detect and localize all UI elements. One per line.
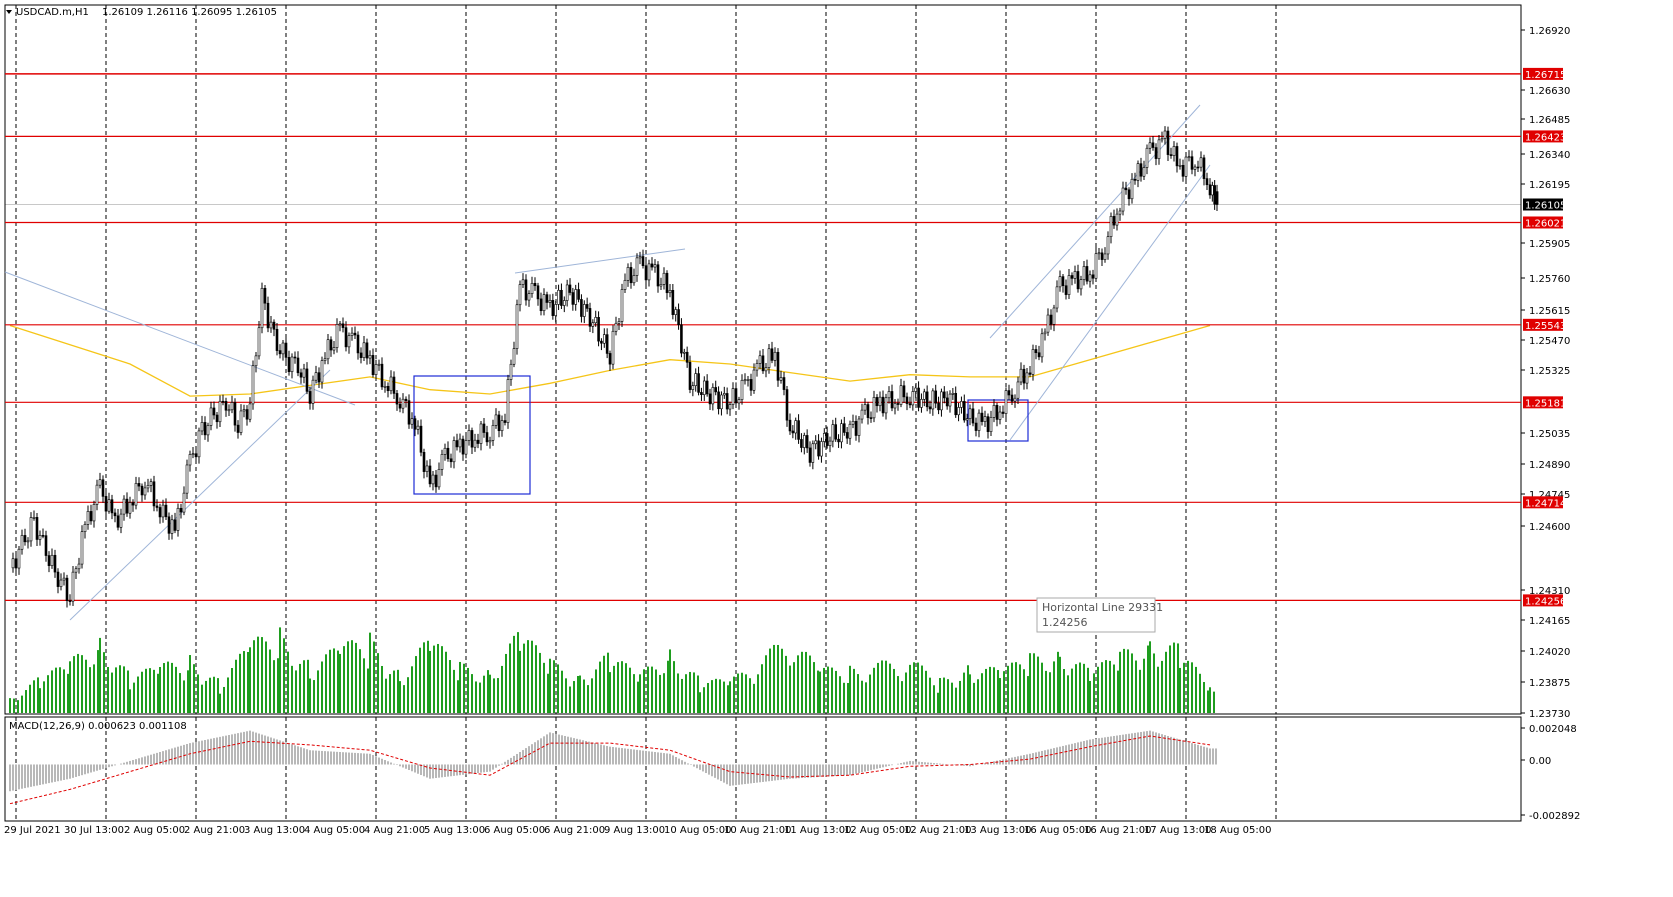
- tooltip-line-1: Horizontal Line 29331: [1042, 601, 1163, 614]
- macd-tick-label: 0.002048: [1529, 724, 1577, 735]
- time-tick-label: 17 Aug 13:00: [1144, 825, 1211, 836]
- price-tick-label: 1.24020: [1529, 647, 1570, 658]
- time-tick-label: 10 Aug 21:00: [724, 825, 791, 836]
- grid: [5, 5, 1521, 821]
- consolidation-box[interactable]: [967, 399, 1029, 442]
- time-tick-label: 13 Aug 13:00: [964, 825, 1031, 836]
- level-tag: 1.24714: [1525, 498, 1566, 509]
- price-tick-label: 1.24890: [1529, 460, 1570, 471]
- time-tick-label: 4 Aug 21:00: [364, 825, 425, 836]
- horizontal-levels[interactable]: [5, 73, 1521, 601]
- price-tick-label: 1.23875: [1529, 678, 1570, 689]
- price-tick-label: 1.25615: [1529, 306, 1570, 317]
- time-tick-label: 6 Aug 21:00: [544, 825, 605, 836]
- price-tick-label: 1.25325: [1529, 366, 1570, 377]
- price-tick-label: 1.25470: [1529, 336, 1570, 347]
- price-tick-label: 1.25035: [1529, 429, 1570, 440]
- macd-tick-label: 0.00: [1529, 756, 1551, 767]
- time-tick-label: 2 Aug 21:00: [184, 825, 245, 836]
- trend-lines[interactable]: [4, 104, 1211, 621]
- time-tick-label: 5 Aug 13:00: [424, 825, 485, 836]
- time-tick-label: 2 Aug 05:00: [124, 825, 185, 836]
- price-tick-label: 1.24600: [1529, 522, 1570, 533]
- price-tick-label: 1.24745: [1529, 490, 1570, 501]
- time-tick-label: 18 Aug 05:00: [1204, 825, 1271, 836]
- chart-frames: [4, 4, 1522, 822]
- chart-header: USDCAD.m,H1 1.26109 1.26116 1.26095 1.26…: [6, 7, 277, 18]
- candles: [11, 126, 1219, 608]
- price-tick-label: 1.26195: [1529, 180, 1570, 191]
- price-tick-label: 1.26485: [1529, 115, 1570, 126]
- level-tag: 1.25181: [1525, 398, 1566, 409]
- time-tick-label: 29 Jul 2021: [4, 825, 61, 836]
- current-price-tag: 1.26105: [1525, 200, 1566, 211]
- tooltip-line-2: 1.24256: [1042, 616, 1088, 629]
- price-tick-label: 1.24310: [1529, 586, 1570, 597]
- trend-line[interactable]: [514, 248, 686, 274]
- price-tick-label: 1.24165: [1529, 616, 1570, 627]
- time-tick-label: 4 Aug 05:00: [304, 825, 365, 836]
- level-tag: 1.25543: [1525, 321, 1566, 332]
- price-tick-label: 1.26340: [1529, 150, 1570, 161]
- time-tick-label: 16 Aug 21:00: [1084, 825, 1151, 836]
- trend-line[interactable]: [1009, 164, 1211, 441]
- price-axis[interactable]: 1.26920 1.26630 1.26485 1.26340 1.26195 1.259…: [1521, 26, 1570, 720]
- level-tag: 1.26715: [1525, 70, 1566, 81]
- symbol-label: USDCAD.m,H1: [16, 7, 89, 18]
- trend-line[interactable]: [4, 271, 356, 406]
- time-axis[interactable]: 29 Jul 2021 30 Jul 13:00 2 Aug 05:002 Aug …: [4, 825, 1271, 836]
- price-tick-label: 1.25760: [1529, 274, 1570, 285]
- level-tag: 1.24256: [1525, 596, 1566, 607]
- volume-bars: [9, 627, 1215, 713]
- macd-panel: 0.002048 0.00 -0.002892: [9, 724, 1580, 822]
- time-tick-label: 12 Aug 21:00: [904, 825, 971, 836]
- trend-line[interactable]: [69, 369, 331, 621]
- ohlc-readout: 1.26109 1.26116 1.26095 1.26105: [102, 7, 277, 18]
- macd-header: MACD(12,26,9) 0.000623 0.001108: [9, 721, 187, 732]
- price-tick-label: 1.26920: [1529, 26, 1570, 37]
- price-tick-label: 1.23730: [1529, 709, 1570, 720]
- macd-tick-label: -0.002892: [1529, 811, 1580, 822]
- time-tick-label: 9 Aug 13:00: [604, 825, 665, 836]
- time-tick-label: 30 Jul 13:00: [64, 825, 124, 836]
- time-tick-label: 3 Aug 13:00: [244, 825, 305, 836]
- level-tag: 1.26021: [1525, 218, 1566, 229]
- price-tags: 1.26715 1.26423 1.26021 1.25543 1.25181 1.247…: [1523, 67, 1566, 607]
- time-tick-label: 6 Aug 05:00: [484, 825, 545, 836]
- time-tick-label: 11 Aug 13:00: [784, 825, 851, 836]
- price-tick-label: 1.26630: [1529, 86, 1570, 97]
- time-tick-label: 10 Aug 05:00: [664, 825, 731, 836]
- price-tick-label: 1.25905: [1529, 239, 1570, 250]
- tooltip: Horizontal Line 29331 1.24256: [1036, 597, 1163, 633]
- time-tick-label: 12 Aug 05:00: [844, 825, 911, 836]
- time-tick-label: 16 Aug 05:00: [1024, 825, 1091, 836]
- rectangles[interactable]: [413, 375, 1029, 495]
- level-tag: 1.26423: [1525, 132, 1566, 143]
- consolidation-box[interactable]: [413, 375, 531, 495]
- dropdown-arrow-icon[interactable]: [6, 10, 12, 14]
